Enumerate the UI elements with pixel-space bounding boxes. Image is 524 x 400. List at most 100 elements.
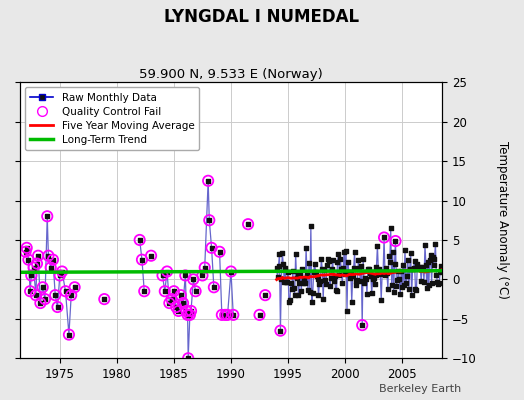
Point (182, 308, 191, 314)
Point (281, 264, 289, 271)
Point (168, 296, 176, 302)
Point (419, 264, 427, 270)
Point (158, 272, 167, 279)
Point (307, 222, 315, 229)
Point (34, 252, 42, 259)
Point (425, 257, 434, 263)
Point (366, 270, 374, 276)
Point (326, 283, 334, 289)
Point (409, 265, 418, 271)
Point (352, 278, 360, 284)
Point (21, 248, 30, 255)
Point (279, 261, 288, 268)
Point (361, 274, 369, 281)
Point (221, 312, 230, 318)
Point (158, 272, 167, 279)
Point (26, 288, 35, 294)
Point (49, 256, 57, 263)
Point (408, 291, 416, 298)
Point (374, 267, 383, 273)
Point (367, 273, 375, 279)
Title: 59.900 N, 9.533 E (Norway): 59.900 N, 9.533 E (Norway) (139, 68, 323, 81)
Point (413, 261, 421, 267)
Point (386, 258, 394, 265)
Point (275, 250, 283, 257)
Point (67, 292, 75, 298)
Point (223, 312, 232, 318)
Point (278, 250, 287, 256)
Point (147, 252, 155, 259)
Point (288, 286, 296, 293)
Point (336, 256, 344, 263)
Point (393, 277, 401, 283)
Point (403, 273, 411, 280)
Point (147, 252, 155, 259)
Point (396, 291, 405, 297)
Point (400, 282, 408, 288)
Point (300, 276, 309, 282)
Point (381, 272, 389, 278)
Point (422, 261, 430, 268)
Point (330, 278, 338, 284)
Point (181, 272, 190, 279)
Y-axis label: Temperature Anomaly (°C): Temperature Anomaly (°C) (496, 141, 509, 299)
Point (277, 276, 286, 282)
Point (355, 265, 364, 272)
Point (392, 283, 401, 289)
Point (387, 282, 396, 288)
Point (165, 300, 173, 306)
Point (304, 286, 312, 293)
Point (433, 278, 442, 285)
Point (338, 280, 346, 286)
Point (365, 266, 373, 272)
Point (364, 266, 372, 272)
Point (303, 272, 311, 278)
Point (389, 289, 398, 295)
Point (208, 245, 216, 251)
Point (182, 308, 191, 314)
Point (223, 312, 232, 318)
Point (187, 308, 195, 314)
Point (183, 312, 192, 318)
Point (390, 261, 399, 267)
Point (205, 217, 213, 224)
Point (326, 275, 335, 282)
Point (319, 296, 328, 302)
Point (394, 268, 402, 274)
Point (321, 276, 329, 283)
Point (179, 300, 187, 306)
Point (436, 269, 444, 275)
Point (208, 245, 216, 251)
Point (359, 256, 367, 262)
Point (215, 248, 224, 255)
Point (350, 265, 358, 272)
Point (383, 270, 391, 276)
Point (379, 268, 387, 275)
Point (49, 256, 57, 263)
Point (299, 280, 308, 286)
Point (420, 278, 428, 285)
Point (198, 272, 206, 279)
Point (357, 263, 365, 269)
Point (189, 276, 198, 282)
Point (26, 288, 35, 294)
Point (172, 304, 180, 310)
Point (174, 308, 183, 314)
Point (421, 242, 429, 248)
Point (346, 269, 355, 275)
Point (27, 272, 36, 279)
Point (272, 265, 281, 272)
Point (160, 288, 169, 294)
Point (140, 288, 148, 294)
Point (411, 286, 420, 292)
Point (41, 296, 49, 302)
Point (333, 259, 342, 266)
Point (43, 213, 51, 220)
Point (187, 308, 195, 314)
Point (189, 276, 198, 282)
Point (351, 249, 359, 256)
Point (367, 290, 376, 296)
Point (429, 254, 437, 261)
Point (140, 288, 148, 294)
Point (397, 268, 406, 274)
